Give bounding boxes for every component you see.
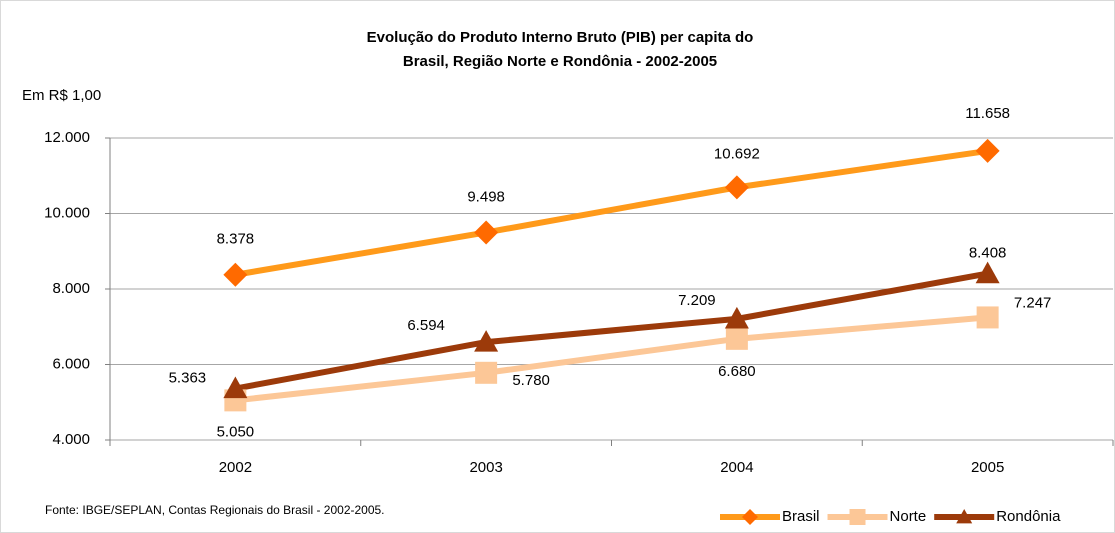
marker bbox=[975, 261, 1000, 284]
chart-title: Brasil, Região Norte e Rondônia - 2002-2… bbox=[403, 53, 717, 70]
x-tick-label: 2005 bbox=[971, 459, 1004, 476]
marker bbox=[956, 509, 973, 524]
marker bbox=[223, 376, 248, 399]
marker bbox=[742, 509, 758, 525]
data-label: 8.378 bbox=[217, 231, 255, 248]
y-tick-label: 8.000 bbox=[52, 280, 90, 297]
x-tick-label: 2003 bbox=[469, 459, 502, 476]
data-label: 5.363 bbox=[169, 370, 207, 387]
legend-label: Rondônia bbox=[996, 508, 1061, 525]
y-tick-label: 4.000 bbox=[52, 431, 90, 448]
data-label: 5.780 bbox=[512, 372, 550, 389]
y-tick-label: 6.000 bbox=[52, 355, 90, 372]
marker bbox=[976, 306, 999, 329]
y-tick-label: 10.000 bbox=[44, 204, 90, 221]
chart-title: Evolução do Produto Interno Bruto (PIB) … bbox=[367, 29, 754, 46]
data-label: 5.050 bbox=[217, 423, 255, 440]
marker bbox=[724, 306, 749, 329]
marker bbox=[975, 138, 1000, 163]
data-label: 6.594 bbox=[407, 317, 445, 334]
series-line bbox=[234, 147, 989, 278]
marker bbox=[474, 330, 499, 352]
marker bbox=[725, 327, 748, 350]
series-line bbox=[235, 314, 988, 404]
marker bbox=[475, 361, 498, 384]
y-tick-label: 12.000 bbox=[44, 129, 90, 146]
x-tick-label: 2004 bbox=[720, 459, 753, 476]
data-label: 9.498 bbox=[467, 188, 505, 205]
marker bbox=[474, 220, 499, 245]
marker bbox=[849, 509, 866, 525]
x-tick-label: 2002 bbox=[219, 459, 252, 476]
data-label: 6.680 bbox=[718, 363, 756, 380]
source-note: Fonte: IBGE/SEPLAN, Contas Regionais do … bbox=[45, 503, 385, 517]
marker bbox=[223, 262, 248, 287]
marker bbox=[724, 175, 749, 200]
data-label: 7.209 bbox=[678, 292, 716, 309]
legend-label: Brasil bbox=[782, 508, 820, 525]
legend-label: Norte bbox=[890, 508, 927, 525]
y-axis-label: Em R$ 1,00 bbox=[22, 87, 101, 104]
series-line bbox=[234, 270, 989, 392]
data-label: 10.692 bbox=[714, 145, 760, 162]
data-label: 11.658 bbox=[965, 105, 1010, 122]
data-label: 7.247 bbox=[1014, 294, 1052, 311]
data-label: 8.408 bbox=[969, 245, 1007, 262]
